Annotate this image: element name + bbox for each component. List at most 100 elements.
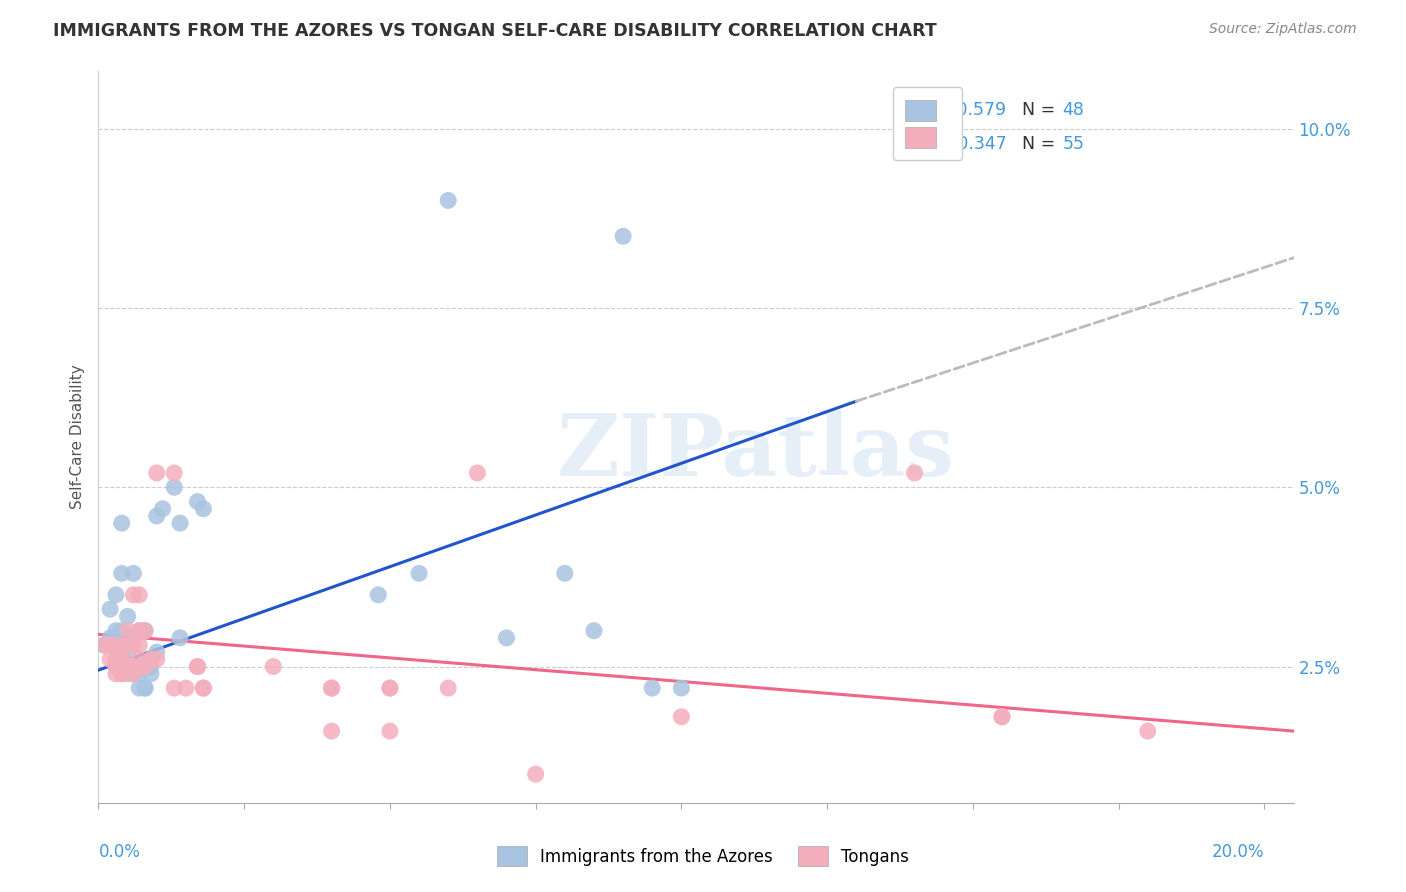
Point xyxy=(174,681,197,695)
Point xyxy=(122,566,145,581)
Text: Source: ZipAtlas.com: Source: ZipAtlas.com xyxy=(1209,22,1357,37)
Point xyxy=(378,681,401,695)
Point xyxy=(111,516,134,530)
Point xyxy=(193,681,215,695)
Point xyxy=(321,681,343,695)
Point xyxy=(524,767,547,781)
Point xyxy=(93,638,115,652)
Point xyxy=(186,494,208,508)
Point xyxy=(145,508,167,523)
Point xyxy=(98,638,121,652)
Point xyxy=(117,631,139,645)
Point xyxy=(169,516,191,530)
Point xyxy=(128,681,150,695)
Point xyxy=(98,602,121,616)
Text: 0.0%: 0.0% xyxy=(98,843,141,861)
Point xyxy=(671,681,693,695)
Point xyxy=(367,588,389,602)
Point xyxy=(111,652,134,666)
Point xyxy=(612,229,634,244)
Point xyxy=(134,681,156,695)
Point xyxy=(117,645,139,659)
Point xyxy=(104,631,127,645)
Point xyxy=(139,652,162,666)
Point xyxy=(111,659,134,673)
Text: 48: 48 xyxy=(1063,101,1084,119)
Text: 20.0%: 20.0% xyxy=(1212,843,1264,861)
Point xyxy=(1136,724,1159,739)
Point xyxy=(378,681,401,695)
Point xyxy=(903,466,925,480)
Point xyxy=(991,710,1014,724)
Point xyxy=(134,624,156,638)
Y-axis label: Self-Care Disability: Self-Care Disability xyxy=(69,365,84,509)
Point xyxy=(321,724,343,739)
Point xyxy=(117,659,139,673)
Point xyxy=(111,566,134,581)
Point xyxy=(111,624,134,638)
Point xyxy=(186,659,208,673)
Point xyxy=(104,631,127,645)
Point xyxy=(104,588,127,602)
Point xyxy=(437,194,460,208)
Point xyxy=(262,659,284,673)
Point xyxy=(139,666,162,681)
Point xyxy=(111,666,134,681)
Text: IMMIGRANTS FROM THE AZORES VS TONGAN SELF-CARE DISABILITY CORRELATION CHART: IMMIGRANTS FROM THE AZORES VS TONGAN SEL… xyxy=(53,22,938,40)
Text: 55: 55 xyxy=(1063,135,1084,153)
Point xyxy=(128,638,150,652)
Point xyxy=(128,659,150,673)
Point xyxy=(104,624,127,638)
Point xyxy=(111,666,134,681)
Point xyxy=(163,480,186,494)
Point xyxy=(122,631,145,645)
Point xyxy=(111,645,134,659)
Point xyxy=(111,659,134,673)
Point xyxy=(152,501,174,516)
Point xyxy=(128,652,150,666)
Point xyxy=(128,624,150,638)
Point xyxy=(145,466,167,480)
Point xyxy=(408,566,430,581)
Point xyxy=(134,659,156,673)
Text: N =: N = xyxy=(1011,135,1062,153)
Point xyxy=(104,652,127,666)
Point xyxy=(671,710,693,724)
Point xyxy=(991,710,1014,724)
Legend: , : , xyxy=(893,87,962,160)
Point xyxy=(111,631,134,645)
Point xyxy=(495,631,517,645)
Point xyxy=(163,681,186,695)
Point xyxy=(93,638,115,652)
Point xyxy=(134,659,156,673)
Point xyxy=(134,681,156,695)
Point xyxy=(117,631,139,645)
Point xyxy=(554,566,576,581)
Point xyxy=(467,466,489,480)
Point xyxy=(193,681,215,695)
Point xyxy=(122,588,145,602)
Point xyxy=(193,501,215,516)
Point xyxy=(122,666,145,681)
Text: R =: R = xyxy=(910,135,948,153)
Point xyxy=(122,666,145,681)
Point xyxy=(139,659,162,673)
Text: -0.347: -0.347 xyxy=(952,135,1007,153)
Point xyxy=(186,659,208,673)
Point xyxy=(122,638,145,652)
Text: 0.579: 0.579 xyxy=(952,101,1007,119)
Point xyxy=(437,681,460,695)
Point xyxy=(145,645,167,659)
Point xyxy=(98,631,121,645)
Legend: Immigrants from the Azores, Tongans: Immigrants from the Azores, Tongans xyxy=(488,838,918,875)
Point xyxy=(104,666,127,681)
Point xyxy=(104,638,127,652)
Point xyxy=(117,638,139,652)
Text: R =: R = xyxy=(910,101,948,119)
Point xyxy=(169,631,191,645)
Text: ZIPatlas: ZIPatlas xyxy=(557,409,955,493)
Point xyxy=(139,652,162,666)
Point xyxy=(117,624,139,638)
Point xyxy=(128,666,150,681)
Point xyxy=(117,609,139,624)
